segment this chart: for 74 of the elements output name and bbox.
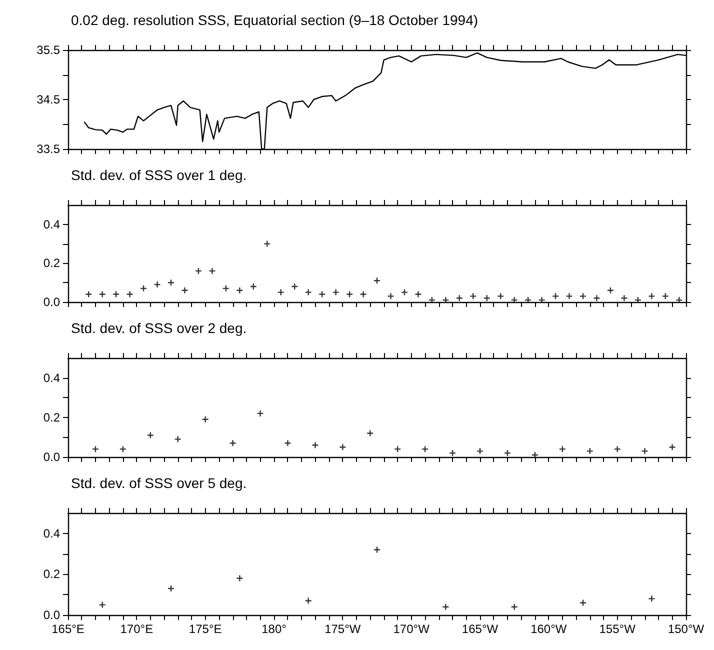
point bbox=[147, 432, 154, 438]
point bbox=[99, 291, 106, 298]
y-tick-label: 35.5 bbox=[36, 43, 60, 57]
point bbox=[580, 600, 586, 606]
point bbox=[648, 596, 655, 602]
y-tick-label: 0.4 bbox=[43, 217, 60, 232]
point bbox=[86, 291, 92, 298]
x-tick-label: 170°E bbox=[120, 622, 154, 636]
point bbox=[264, 240, 270, 247]
y-tick-label: 33.5 bbox=[36, 142, 60, 156]
point bbox=[312, 442, 318, 448]
point bbox=[319, 291, 326, 298]
x-tick-label: 155°W bbox=[599, 622, 636, 636]
y-tick-label: 0.0 bbox=[43, 450, 60, 464]
chart-title: 0.02 deg. resolution SSS, Equatorial section (9–18 October 1994) bbox=[71, 12, 478, 28]
point bbox=[182, 287, 188, 294]
x-tick-label: 170°W bbox=[393, 622, 430, 636]
point bbox=[594, 295, 600, 302]
x-tick-label: 165°W bbox=[462, 622, 499, 636]
point bbox=[305, 289, 312, 296]
chart-title: Std. dev. of SSS over 5 deg. bbox=[71, 475, 247, 491]
point bbox=[340, 444, 346, 450]
point bbox=[415, 291, 422, 298]
point bbox=[99, 602, 106, 608]
point bbox=[669, 444, 676, 450]
point bbox=[209, 268, 216, 274]
y-tick-label: 0.2 bbox=[43, 567, 60, 582]
x-tick-label: 165°E bbox=[52, 622, 84, 636]
point bbox=[346, 291, 353, 298]
point bbox=[614, 446, 620, 452]
point bbox=[498, 293, 504, 300]
point bbox=[470, 293, 476, 300]
point bbox=[236, 287, 243, 294]
y-tick-label: 0.4 bbox=[43, 370, 60, 385]
point bbox=[367, 430, 374, 436]
point bbox=[174, 436, 181, 442]
point bbox=[442, 604, 449, 610]
point bbox=[202, 416, 208, 422]
chart-title: Std. dev. of SSS over 2 deg. bbox=[71, 320, 247, 336]
point bbox=[236, 575, 243, 582]
point bbox=[621, 295, 628, 302]
y-tick-label: 0.2 bbox=[43, 410, 60, 424]
point bbox=[278, 289, 284, 296]
point bbox=[648, 293, 655, 300]
y-tick-label: 0.0 bbox=[43, 608, 60, 622]
point bbox=[566, 293, 572, 300]
x-tick-label: 180° bbox=[262, 622, 287, 636]
point bbox=[332, 289, 339, 296]
point bbox=[374, 278, 380, 284]
point bbox=[284, 440, 291, 446]
point bbox=[552, 293, 559, 300]
point bbox=[113, 291, 120, 298]
point bbox=[305, 598, 312, 604]
point bbox=[230, 440, 236, 446]
x-tick-label: 150°W bbox=[668, 622, 705, 636]
point bbox=[374, 546, 380, 553]
y-tick-label: 0.0 bbox=[43, 295, 60, 309]
point bbox=[401, 289, 408, 296]
chart-title: Std. dev. of SSS over 1 deg. bbox=[71, 167, 247, 183]
point bbox=[388, 293, 394, 300]
point bbox=[511, 604, 518, 610]
point bbox=[126, 291, 133, 298]
x-tick-label: 175°W bbox=[324, 622, 362, 636]
point bbox=[257, 410, 264, 416]
point bbox=[154, 282, 160, 288]
y-tick-label: 0.4 bbox=[43, 526, 60, 540]
x-tick-label: 160°W bbox=[530, 622, 568, 636]
y-tick-label: 0.2 bbox=[43, 256, 60, 270]
point bbox=[360, 291, 366, 298]
x-tick-label: 175°E bbox=[188, 622, 222, 636]
point bbox=[580, 293, 586, 300]
y-tick-label: 34.5 bbox=[36, 92, 60, 106]
point bbox=[662, 293, 668, 300]
point bbox=[642, 448, 648, 454]
